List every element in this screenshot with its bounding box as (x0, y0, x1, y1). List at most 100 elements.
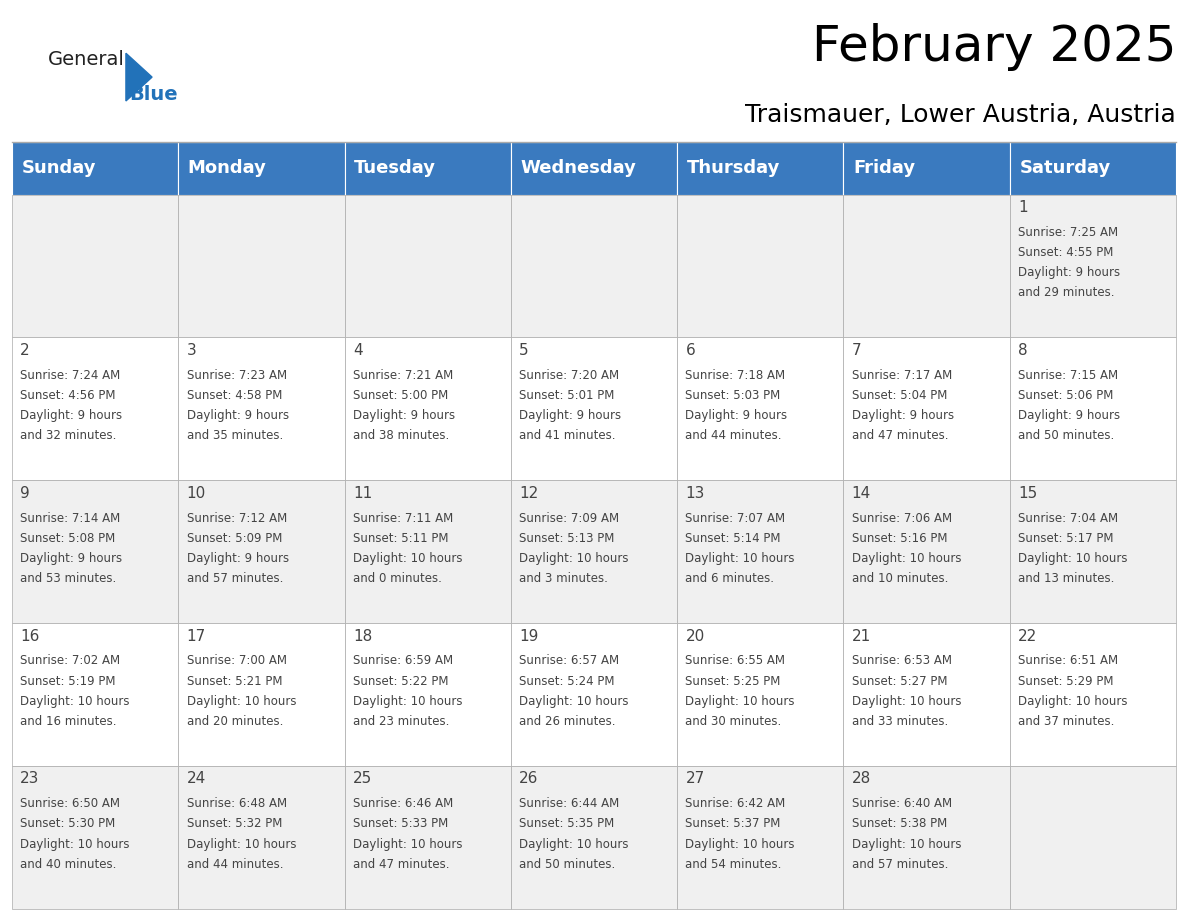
Text: Sunset: 4:56 PM: Sunset: 4:56 PM (20, 389, 115, 402)
Bar (677, 480, 843, 623)
Text: and 41 minutes.: and 41 minutes. (519, 430, 615, 442)
Text: Sunrise: 6:53 AM: Sunrise: 6:53 AM (852, 655, 952, 667)
Text: Sunrise: 6:55 AM: Sunrise: 6:55 AM (685, 655, 785, 667)
Text: Thursday: Thursday (687, 160, 781, 177)
Bar (677, 766, 843, 909)
Text: and 50 minutes.: and 50 minutes. (519, 857, 615, 871)
Text: Sunrise: 7:07 AM: Sunrise: 7:07 AM (685, 511, 785, 524)
Text: and 32 minutes.: and 32 minutes. (20, 430, 116, 442)
Text: Sunrise: 7:06 AM: Sunrise: 7:06 AM (852, 511, 952, 524)
Text: Daylight: 10 hours: Daylight: 10 hours (852, 837, 961, 851)
Text: Daylight: 9 hours: Daylight: 9 hours (187, 552, 289, 565)
Text: Sunrise: 6:46 AM: Sunrise: 6:46 AM (353, 797, 453, 811)
Text: Sunrise: 6:44 AM: Sunrise: 6:44 AM (519, 797, 619, 811)
Text: Sunset: 5:11 PM: Sunset: 5:11 PM (353, 532, 448, 544)
Bar (843, 142, 1010, 195)
Bar (12, 480, 178, 623)
Text: Sunset: 5:38 PM: Sunset: 5:38 PM (852, 817, 947, 831)
Bar (1010, 338, 1176, 480)
Text: Sunset: 5:25 PM: Sunset: 5:25 PM (685, 675, 781, 688)
Bar (12, 195, 178, 338)
Text: Sunset: 5:04 PM: Sunset: 5:04 PM (852, 389, 947, 402)
Text: and 47 minutes.: and 47 minutes. (353, 857, 449, 871)
Text: Sunset: 4:55 PM: Sunset: 4:55 PM (1018, 246, 1113, 259)
Text: Daylight: 9 hours: Daylight: 9 hours (20, 409, 122, 422)
Bar (345, 480, 511, 623)
Bar (511, 338, 677, 480)
Text: 12: 12 (519, 486, 538, 501)
Text: 5: 5 (519, 343, 529, 358)
Text: Daylight: 9 hours: Daylight: 9 hours (685, 409, 788, 422)
Text: and 10 minutes.: and 10 minutes. (852, 572, 948, 585)
Bar (677, 338, 843, 480)
Text: Sunrise: 7:04 AM: Sunrise: 7:04 AM (1018, 511, 1118, 524)
Bar (178, 623, 345, 766)
Text: Sunset: 5:06 PM: Sunset: 5:06 PM (1018, 389, 1113, 402)
Text: 4: 4 (353, 343, 362, 358)
Polygon shape (126, 53, 152, 101)
Text: Daylight: 10 hours: Daylight: 10 hours (353, 552, 462, 565)
Text: 2: 2 (20, 343, 30, 358)
Text: Sunrise: 6:40 AM: Sunrise: 6:40 AM (852, 797, 952, 811)
Text: Sunset: 5:00 PM: Sunset: 5:00 PM (353, 389, 448, 402)
Text: Sunrise: 6:59 AM: Sunrise: 6:59 AM (353, 655, 453, 667)
Text: Wednesday: Wednesday (520, 160, 637, 177)
Text: 23: 23 (20, 771, 39, 787)
Text: Sunset: 4:58 PM: Sunset: 4:58 PM (187, 389, 282, 402)
Text: 17: 17 (187, 629, 206, 644)
Bar (178, 142, 345, 195)
Text: 9: 9 (20, 486, 30, 501)
Bar (345, 623, 511, 766)
Bar (843, 766, 1010, 909)
Text: Sunrise: 7:23 AM: Sunrise: 7:23 AM (187, 369, 286, 382)
Text: Daylight: 9 hours: Daylight: 9 hours (519, 409, 621, 422)
Text: Daylight: 10 hours: Daylight: 10 hours (852, 695, 961, 708)
Text: 6: 6 (685, 343, 695, 358)
Bar (677, 623, 843, 766)
Text: and 23 minutes.: and 23 minutes. (353, 715, 449, 728)
Text: Daylight: 10 hours: Daylight: 10 hours (353, 837, 462, 851)
Text: Daylight: 9 hours: Daylight: 9 hours (187, 409, 289, 422)
Bar (511, 142, 677, 195)
Bar (1010, 480, 1176, 623)
Text: Daylight: 10 hours: Daylight: 10 hours (187, 837, 296, 851)
Text: 28: 28 (852, 771, 871, 787)
Text: and 53 minutes.: and 53 minutes. (20, 572, 116, 585)
Text: February 2025: February 2025 (811, 23, 1176, 71)
Text: Sunrise: 7:00 AM: Sunrise: 7:00 AM (187, 655, 286, 667)
Text: Sunset: 5:24 PM: Sunset: 5:24 PM (519, 675, 614, 688)
Text: and 6 minutes.: and 6 minutes. (685, 572, 775, 585)
Text: Daylight: 9 hours: Daylight: 9 hours (1018, 266, 1120, 279)
Text: Sunrise: 7:02 AM: Sunrise: 7:02 AM (20, 655, 120, 667)
Bar (178, 766, 345, 909)
Text: 1: 1 (1018, 200, 1028, 215)
Text: and 40 minutes.: and 40 minutes. (20, 857, 116, 871)
Text: 16: 16 (20, 629, 39, 644)
Text: Sunrise: 7:21 AM: Sunrise: 7:21 AM (353, 369, 453, 382)
Text: 18: 18 (353, 629, 372, 644)
Text: Sunset: 5:19 PM: Sunset: 5:19 PM (20, 675, 115, 688)
Bar (345, 766, 511, 909)
Text: Sunset: 5:03 PM: Sunset: 5:03 PM (685, 389, 781, 402)
Bar (511, 766, 677, 909)
Text: Daylight: 10 hours: Daylight: 10 hours (353, 695, 462, 708)
Text: Sunset: 5:14 PM: Sunset: 5:14 PM (685, 532, 781, 544)
Text: General: General (48, 50, 125, 70)
Text: Daylight: 9 hours: Daylight: 9 hours (1018, 409, 1120, 422)
Bar (511, 195, 677, 338)
Text: Sunrise: 6:57 AM: Sunrise: 6:57 AM (519, 655, 619, 667)
Text: and 44 minutes.: and 44 minutes. (685, 430, 782, 442)
Text: Daylight: 9 hours: Daylight: 9 hours (353, 409, 455, 422)
Text: and 57 minutes.: and 57 minutes. (187, 572, 283, 585)
Text: 10: 10 (187, 486, 206, 501)
Text: and 29 minutes.: and 29 minutes. (1018, 286, 1114, 299)
Text: 25: 25 (353, 771, 372, 787)
Text: Sunset: 5:30 PM: Sunset: 5:30 PM (20, 817, 115, 831)
Bar (345, 338, 511, 480)
Bar (1010, 195, 1176, 338)
Text: and 3 minutes.: and 3 minutes. (519, 572, 608, 585)
Text: 24: 24 (187, 771, 206, 787)
Text: Sunrise: 6:51 AM: Sunrise: 6:51 AM (1018, 655, 1118, 667)
Text: Daylight: 10 hours: Daylight: 10 hours (20, 695, 129, 708)
Text: Sunrise: 7:15 AM: Sunrise: 7:15 AM (1018, 369, 1118, 382)
